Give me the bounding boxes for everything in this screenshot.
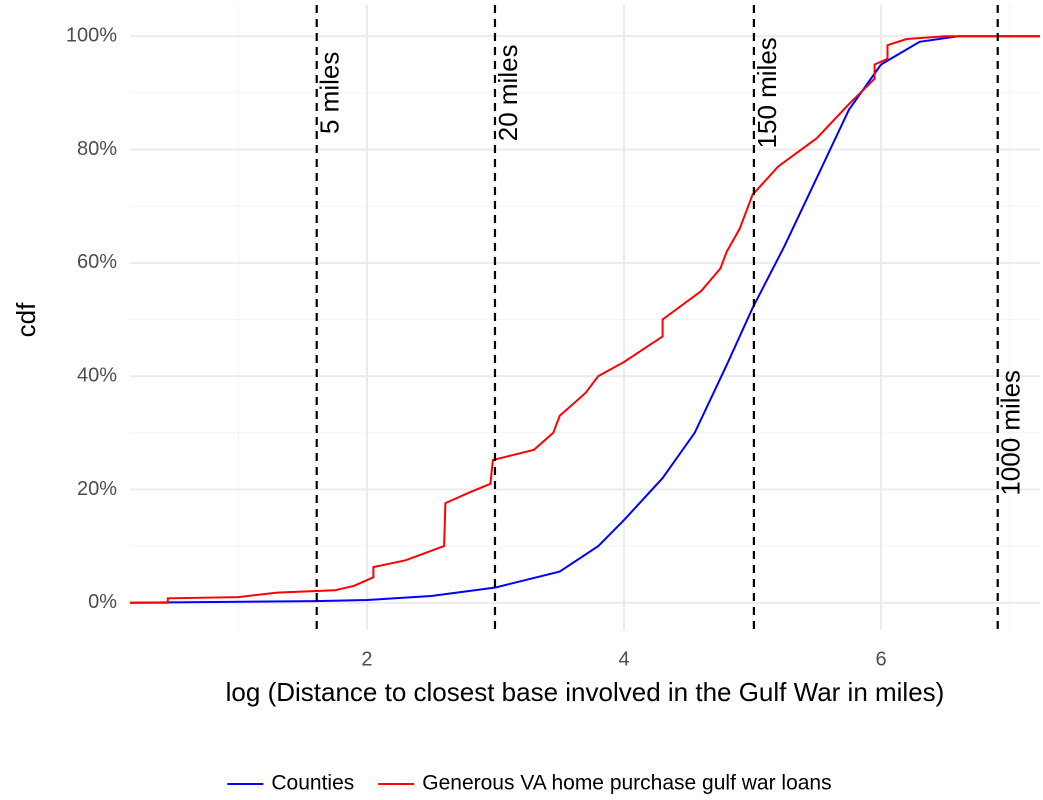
y-tick-label: 60%: [77, 251, 117, 273]
y-tick-label: 20%: [77, 478, 117, 500]
legend: Counties Generous VA home purchase gulf w…: [227, 772, 832, 795]
x-tick-label: 4: [618, 648, 629, 670]
x-tick-label: 2: [361, 648, 372, 670]
y-axis-title: cdf: [11, 302, 41, 337]
legend-label: Counties: [271, 772, 354, 795]
x-axis-title: log (Distance to closest base involved i…: [226, 677, 945, 707]
y-tick-label: 80%: [77, 138, 117, 160]
reference-label: 1000 miles: [996, 370, 1026, 496]
x-tick-label: 6: [875, 648, 886, 670]
y-tick-label: 100%: [66, 24, 117, 46]
y-tick-label: 0%: [88, 591, 117, 613]
reference-label: 5 miles: [315, 52, 345, 134]
cdf-line: [130, 35, 1040, 604]
reference-label: 20 miles: [493, 44, 523, 141]
cdf-line: [129, 35, 1040, 604]
reference-label: 150 miles: [752, 37, 782, 148]
legend-label: Generous VA home purchase gulf war loans: [422, 772, 831, 795]
y-tick-label: 40%: [77, 364, 117, 386]
